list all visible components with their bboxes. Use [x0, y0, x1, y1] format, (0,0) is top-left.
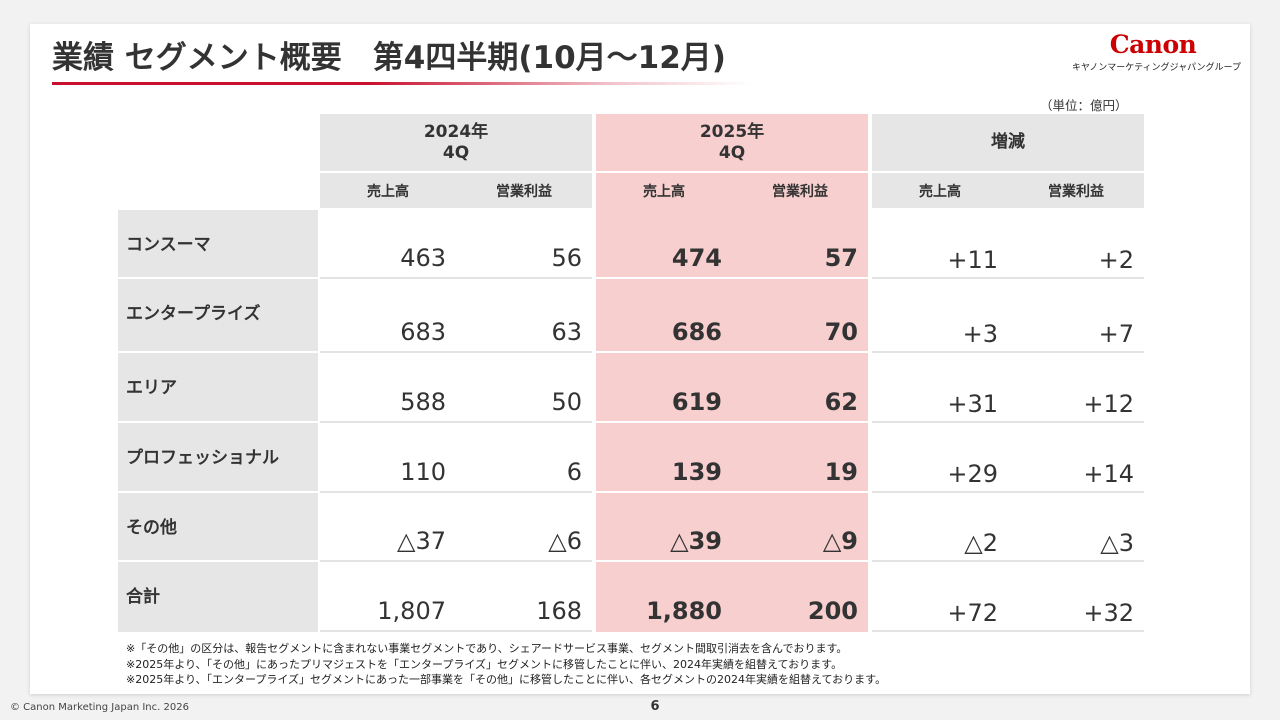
- row-divider: [320, 560, 592, 562]
- col-header-2025-sales: 売上高: [596, 173, 732, 208]
- cell-2025-sales: △39: [670, 527, 722, 555]
- cell-change-sales: △2: [964, 529, 998, 557]
- copyright: © Canon Marketing Japan Inc. 2026: [10, 702, 189, 713]
- row-divider: [596, 491, 868, 493]
- cell-change-op-profit: +14: [1083, 460, 1134, 488]
- row-label-enterprise: エンタープライズ: [118, 279, 318, 351]
- group-header-line1: 2025年: [699, 121, 765, 142]
- col-header-change-op-profit: 営業利益: [1008, 173, 1144, 208]
- table-bottom-line: [320, 630, 592, 632]
- title-underline: [52, 82, 752, 85]
- row-divider: [872, 277, 1144, 279]
- page-title: 業績 セグメント概要 第4四半期(10月～12月): [52, 40, 726, 76]
- cell-2025-op-profit: 200: [807, 597, 858, 625]
- cell-2025-op-profit: 70: [824, 318, 858, 346]
- cell-change-op-profit: +32: [1083, 599, 1134, 627]
- cell-change-op-profit: +7: [1098, 320, 1134, 348]
- cell-2024-op-profit: 56: [551, 244, 582, 272]
- cell-2024-op-profit: △6: [548, 527, 582, 555]
- page-number: 6: [650, 699, 660, 714]
- col-header-2024-sales: 売上高: [320, 173, 456, 208]
- unit-label: （単位：億円）: [1040, 98, 1128, 113]
- cell-change-sales: +11: [947, 246, 998, 274]
- cell-2024-op-profit: 168: [536, 597, 582, 625]
- cell-2024-sales: 683: [400, 318, 446, 346]
- cell-2025-sales: 1,880: [646, 597, 722, 625]
- row-divider: [596, 560, 868, 562]
- group-header-line2: 4Q: [442, 142, 470, 163]
- row-divider: [320, 351, 592, 353]
- row-divider: [596, 351, 868, 353]
- cell-2024-op-profit: 63: [551, 318, 582, 346]
- cell-change-sales: +3: [962, 320, 998, 348]
- row-label-total: 合計: [118, 562, 318, 632]
- group-header-line1: 2024年: [423, 121, 489, 142]
- cell-2025-op-profit: △9: [822, 527, 858, 555]
- group-header-line2: 4Q: [718, 142, 746, 163]
- cell-2025-op-profit: 62: [824, 388, 858, 416]
- cell-change-sales: +31: [947, 390, 998, 418]
- row-divider: [320, 491, 592, 493]
- cell-2024-sales: 1,807: [377, 597, 446, 625]
- row-label-other: その他: [118, 493, 318, 560]
- col-header-2024-op-profit: 営業利益: [456, 173, 592, 208]
- cell-2025-op-profit: 57: [824, 244, 858, 272]
- footnotes: ※「その他」の区分は、報告セグメントに含まれない事業セグメントであり、シェアード…: [126, 641, 886, 688]
- cell-2024-op-profit: 50: [551, 388, 582, 416]
- cell-2025-op-profit: 19: [824, 458, 858, 486]
- cell-change-op-profit: △3: [1100, 529, 1134, 557]
- cell-2025-sales: 619: [671, 388, 722, 416]
- row-label-professional: プロフェッショナル: [118, 423, 318, 491]
- logo-subtitle: キヤノンマーケティングジャパングループ: [1072, 63, 1242, 73]
- table-bottom-line: [872, 630, 1144, 632]
- row-divider: [596, 421, 868, 423]
- canon-logo: Canon キヤノンマーケティングジャパングループ: [1072, 30, 1242, 74]
- footnote-2: ※2025年より、「その他」にあったプリマジェストを「エンタープライズ」セグメン…: [126, 657, 843, 671]
- group-header-2024-4q: 2024年 4Q: [320, 114, 592, 171]
- footnote-3: ※2025年より、「エンタープライズ」セグメントにあった一部事業を「その他」に移…: [126, 673, 887, 686]
- row-divider: [872, 491, 1144, 493]
- row-divider: [596, 277, 868, 279]
- cell-2024-sales: 588: [400, 388, 446, 416]
- row-divider: [872, 421, 1144, 423]
- cell-2024-sales: 110: [400, 458, 446, 486]
- cell-2025-sales: 686: [671, 318, 722, 346]
- row-label-consumer: コンスーマ: [118, 210, 318, 277]
- cell-2024-sales: △37: [397, 527, 446, 555]
- row-label-area: エリア: [118, 353, 318, 421]
- cell-change-op-profit: +2: [1098, 246, 1134, 274]
- col-header-2025-op-profit: 営業利益: [732, 173, 868, 208]
- row-divider: [872, 351, 1144, 353]
- col-header-change-sales: 売上高: [872, 173, 1008, 208]
- row-divider: [872, 560, 1144, 562]
- group-header-change: 増減: [872, 114, 1144, 171]
- cell-change-sales: +72: [947, 599, 998, 627]
- group-header-line1: 増減: [991, 132, 1025, 152]
- cell-change-sales: +29: [947, 460, 998, 488]
- cell-2024-sales: 463: [400, 244, 446, 272]
- cell-2025-sales: 139: [671, 458, 722, 486]
- row-divider: [320, 421, 592, 423]
- logo-mark: Canon: [1109, 30, 1197, 59]
- row-divider: [320, 277, 592, 279]
- footnote-1: ※「その他」の区分は、報告セグメントに含まれない事業セグメントであり、シェアード…: [126, 642, 848, 655]
- cell-2024-op-profit: 6: [566, 458, 582, 486]
- cell-change-op-profit: +12: [1083, 390, 1134, 418]
- group-header-2025-4q: 2025年 4Q: [596, 114, 868, 171]
- cell-2025-sales: 474: [671, 244, 722, 272]
